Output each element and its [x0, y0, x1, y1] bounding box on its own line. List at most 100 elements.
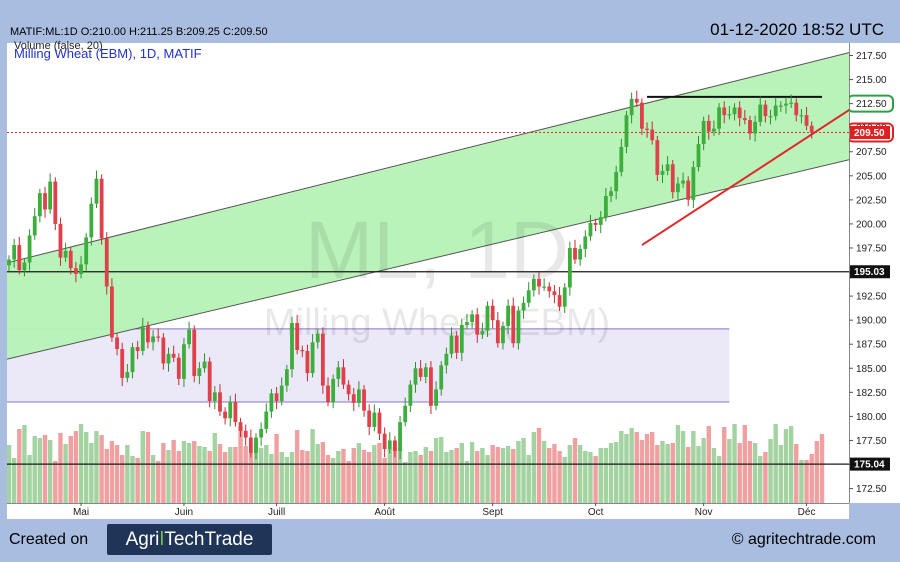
volume-bar	[130, 456, 135, 503]
candle	[459, 318, 464, 362]
candle-body	[557, 295, 562, 307]
volume-bar	[192, 441, 197, 503]
volume-bar	[655, 445, 660, 503]
candle-body	[434, 389, 438, 406]
candle-body	[418, 368, 423, 377]
candle	[48, 173, 53, 214]
volume-bar	[289, 452, 295, 503]
candle-body	[778, 105, 783, 107]
volume-bar	[366, 452, 372, 503]
candle-body	[465, 322, 469, 325]
website-url[interactable]: © agritechtrade.com	[731, 531, 876, 548]
candle	[130, 342, 135, 379]
volume-bar	[78, 424, 84, 503]
volume-bar	[485, 455, 490, 503]
candle-body	[37, 193, 42, 217]
candle-body	[650, 129, 655, 141]
volume-bar	[176, 451, 182, 503]
candle	[187, 321, 191, 349]
candle	[506, 299, 511, 335]
candle-body	[110, 286, 114, 338]
candle-body	[655, 140, 660, 175]
candle-body	[789, 102, 794, 104]
candle-body	[367, 410, 372, 427]
candle-body	[727, 114, 732, 116]
candle-body	[398, 422, 402, 452]
candle	[393, 436, 397, 458]
candle-body	[382, 433, 387, 450]
candle-body	[619, 146, 624, 172]
volume-bar	[722, 427, 727, 503]
volume-bar	[428, 451, 434, 503]
candle-body	[125, 372, 130, 378]
created-on-label: Created on	[9, 531, 89, 548]
candle	[706, 114, 711, 140]
candle-body	[182, 344, 186, 379]
candle-body	[449, 335, 454, 354]
candle-body	[696, 144, 701, 168]
volume-bar	[397, 449, 403, 503]
candle	[722, 101, 727, 124]
candle	[279, 377, 284, 406]
volume-bar	[233, 447, 238, 503]
volume-bar	[639, 440, 645, 503]
candle	[603, 187, 608, 222]
candle-body	[634, 98, 639, 103]
candle-body	[506, 305, 511, 326]
volume-bar	[197, 446, 202, 503]
candle	[778, 101, 783, 112]
candle	[197, 362, 202, 385]
agritechtrade-logo[interactable]: AgriǀTechTrade	[107, 524, 272, 555]
time-tick-label: Juill	[268, 507, 285, 518]
volume-bar	[444, 452, 449, 503]
candle	[305, 344, 310, 382]
candle	[110, 278, 114, 342]
candle	[809, 121, 814, 139]
chart-plot-area[interactable]: ML, 1D Milling Wheat (EBM)	[7, 43, 849, 503]
volume-bar	[253, 441, 259, 503]
volume-bar	[691, 431, 696, 503]
candle-body	[79, 264, 83, 274]
time-axis[interactable]: Mai Juin Juill Août Sept Oct Nov Déc	[7, 503, 849, 519]
candle-body	[439, 365, 444, 390]
candle	[562, 283, 567, 313]
logo-text-agri: Agri	[125, 529, 160, 550]
volume-bar	[794, 444, 799, 503]
candle-body	[243, 430, 248, 438]
candle	[331, 374, 336, 409]
support-price-label: 195.03	[854, 267, 885, 278]
volume-bar	[294, 430, 300, 503]
candle	[660, 164, 665, 184]
price-axis[interactable]: 172.50175.00177.50180.00182.50185.00187.…	[847, 43, 900, 503]
time-tick-label: Nov	[695, 507, 713, 518]
candle-body	[43, 193, 47, 210]
support-price-tag	[850, 265, 890, 279]
candle	[439, 361, 444, 396]
candle	[166, 347, 171, 372]
candle	[79, 256, 83, 279]
price-tick-label: 172.50	[856, 484, 887, 495]
candle	[614, 165, 619, 200]
candle	[223, 407, 228, 425]
candle	[691, 160, 696, 209]
candle	[387, 432, 392, 454]
candle	[53, 177, 58, 231]
volume-bar	[629, 428, 634, 503]
candle	[243, 424, 248, 446]
candle-body	[408, 384, 413, 406]
candle-body	[63, 250, 68, 258]
price-tick-label: 205.00	[856, 171, 887, 182]
volume-bar	[109, 441, 115, 503]
candle	[475, 308, 480, 343]
candle	[593, 218, 598, 232]
candle-body	[32, 216, 37, 236]
candle-body	[624, 115, 629, 147]
price-tick-label: 215.00	[856, 75, 887, 86]
price-tick-label: 187.50	[856, 340, 887, 351]
volume-bar	[99, 435, 104, 503]
candle-body	[99, 178, 104, 239]
candles	[7, 90, 814, 460]
candle	[115, 333, 119, 356]
candle-body	[552, 291, 557, 296]
candle-body	[737, 107, 742, 119]
